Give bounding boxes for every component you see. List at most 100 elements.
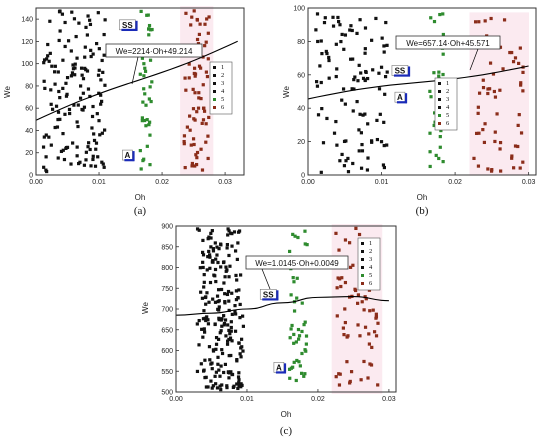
data-point-series-1	[366, 76, 370, 81]
data-point-series-1	[222, 370, 226, 375]
data-point-series-1	[237, 288, 241, 292]
data-point-series-1	[217, 368, 221, 372]
data-point-series-5	[288, 336, 292, 340]
region-label-a: A	[394, 91, 408, 104]
data-point-series-5	[149, 99, 153, 104]
data-point-series-5	[441, 160, 445, 164]
data-point-series-1	[81, 77, 86, 81]
data-point-series-1	[57, 89, 61, 94]
data-point-series-1	[42, 135, 46, 139]
data-point-series-5	[145, 144, 149, 148]
data-point-series-5	[139, 167, 143, 171]
data-point-series-5	[287, 367, 292, 371]
data-point-series-1	[230, 291, 234, 295]
data-point-series-1	[379, 140, 384, 144]
data-point-series-5	[148, 58, 153, 62]
data-point-series-6	[197, 64, 202, 68]
data-point-series-6	[191, 87, 195, 91]
data-point-series-6	[510, 154, 514, 158]
data-point-series-1	[216, 288, 221, 292]
data-point-series-1	[42, 58, 47, 62]
x-tick-label: 0.03	[218, 179, 232, 186]
data-point-series-6	[190, 161, 194, 166]
data-point-series-6	[371, 308, 375, 312]
legend-entry: 6	[446, 120, 450, 127]
data-point-series-1	[220, 317, 224, 321]
data-point-series-1	[340, 98, 344, 102]
data-point-series-1	[230, 232, 234, 236]
y-tick-label: 80	[25, 83, 33, 90]
data-point-series-6	[206, 31, 210, 35]
data-point-series-1	[225, 384, 229, 388]
panel-label: (a)	[134, 205, 147, 217]
panel-label: (b)	[416, 205, 429, 217]
data-point-series-1	[359, 131, 363, 135]
data-point-series-1	[93, 164, 98, 168]
data-point-series-6	[188, 114, 192, 118]
data-point-series-6	[348, 241, 352, 245]
data-point-series-5	[303, 242, 307, 246]
data-point-series-1	[223, 318, 228, 322]
data-point-series-5	[292, 341, 296, 345]
data-point-series-5	[148, 163, 152, 167]
data-point-series-1	[214, 279, 218, 284]
data-point-series-5	[150, 80, 154, 84]
legend-entry: 6	[221, 104, 225, 111]
data-point-series-6	[519, 81, 523, 85]
data-point-series-1	[84, 68, 88, 72]
legend-entry: 5	[369, 272, 372, 279]
data-point-series-1	[89, 164, 93, 168]
data-point-series-1	[63, 20, 67, 25]
data-point-series-1	[364, 69, 368, 74]
data-point-series-6	[374, 312, 378, 316]
data-point-series-1	[210, 229, 214, 233]
data-point-series-1	[382, 143, 386, 148]
data-point-series-1	[366, 156, 370, 160]
data-point-series-1	[84, 25, 88, 29]
data-point-series-1	[83, 45, 87, 49]
data-point-series-1	[223, 275, 227, 279]
data-point-series-6	[339, 284, 343, 289]
data-point-series-1	[209, 379, 213, 383]
equation-label: We=1.0145·Oh+0.0049	[245, 255, 349, 270]
data-point-series-1	[233, 329, 238, 333]
data-point-series-1	[235, 278, 239, 282]
data-point-series-1	[48, 19, 52, 23]
data-point-series-1	[331, 15, 335, 19]
data-point-series-1	[64, 94, 69, 98]
data-point-series-1	[234, 298, 239, 302]
legend-entry: 1	[446, 80, 449, 87]
data-point-series-1	[219, 388, 223, 392]
data-point-series-1	[202, 273, 206, 277]
data-point-series-1	[233, 309, 237, 313]
data-point-series-6	[477, 131, 481, 135]
data-point-series-1	[207, 300, 211, 304]
data-point-series-1	[69, 74, 74, 78]
data-point-series-1	[226, 289, 231, 294]
data-point-series-6	[185, 125, 189, 129]
equation-text: We=657.14·Oh+45.571	[406, 39, 490, 48]
data-point-series-1	[355, 31, 359, 36]
data-point-series-1	[90, 126, 94, 130]
data-point-series-1	[64, 81, 68, 85]
axis-frame	[35, 7, 245, 176]
data-point-series-1	[211, 297, 215, 301]
data-point-series-1	[239, 346, 243, 350]
data-point-series-5	[441, 72, 445, 77]
data-point-series-6	[206, 57, 210, 61]
legend-entry: 3	[221, 80, 224, 87]
data-point-series-6	[192, 71, 196, 76]
data-point-series-1	[227, 308, 231, 313]
data-point-series-1	[75, 56, 79, 60]
data-point-series-1	[382, 120, 386, 124]
data-point-series-1	[228, 264, 232, 268]
data-point-series-5	[147, 33, 151, 37]
equation-arrow	[469, 48, 479, 71]
data-point-series-5	[295, 358, 299, 363]
x-tick-label: 0.02	[311, 396, 325, 403]
data-point-series-1	[230, 339, 234, 343]
data-point-series-1	[55, 125, 60, 129]
data-point-series-5	[140, 116, 144, 120]
data-point-series-1	[233, 304, 237, 308]
